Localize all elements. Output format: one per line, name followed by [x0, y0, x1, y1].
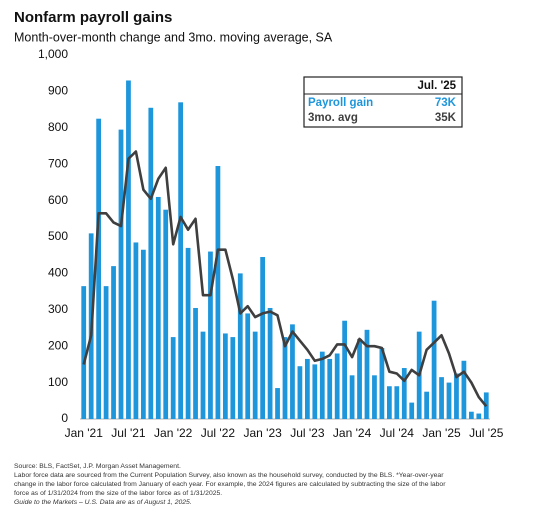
- bar: [230, 337, 236, 419]
- y-tick-label: 700: [48, 156, 68, 170]
- footnote: force as of 1/31/2024 from the size of t…: [14, 490, 222, 497]
- bar: [282, 337, 288, 419]
- bar: [103, 286, 109, 419]
- bar: [461, 360, 467, 419]
- x-tick-label: Jan '25: [422, 426, 461, 440]
- bar: [304, 358, 310, 419]
- bar: [446, 382, 452, 419]
- bar: [111, 266, 116, 419]
- bar: [260, 257, 266, 419]
- bar: [327, 358, 333, 419]
- bar: [118, 129, 124, 419]
- bar: [96, 118, 102, 419]
- bar: [394, 386, 400, 419]
- bar: [155, 196, 161, 419]
- bar: [208, 251, 213, 419]
- bar: [163, 209, 169, 419]
- chart-title: Nonfarm payroll gains: [14, 9, 172, 26]
- bar: [133, 242, 139, 419]
- bar: [215, 166, 221, 419]
- bar: [431, 300, 437, 419]
- legend-header: Jul. '25: [417, 80, 456, 92]
- bar: [275, 388, 280, 419]
- bar: [245, 313, 251, 419]
- legend-label: Payroll gain: [308, 97, 373, 109]
- bar: [357, 338, 362, 419]
- bar: [349, 375, 355, 419]
- legend-value: 73K: [435, 97, 457, 109]
- bar: [409, 402, 415, 419]
- x-tick-label: Jan '21: [65, 426, 104, 440]
- y-tick-label: 900: [48, 84, 68, 98]
- bar: [386, 386, 392, 419]
- bar: [364, 329, 370, 419]
- footnote: Source: BLS, FactSet, J.P. Morgan Asset …: [14, 463, 181, 470]
- x-tick-label: Jul '21: [111, 426, 146, 440]
- bar: [454, 373, 459, 419]
- x-tick-label: Jul '24: [380, 426, 415, 440]
- legend-box: [303, 76, 463, 128]
- x-tick-label: Jan '22: [154, 426, 193, 440]
- bar: [185, 247, 191, 419]
- y-tick-label: 800: [48, 120, 68, 134]
- bar: [237, 273, 243, 419]
- x-tick-label: Jul '25: [469, 426, 504, 440]
- bar: [372, 375, 377, 419]
- x-tick-label: Jul '22: [201, 426, 236, 440]
- bar: [200, 331, 206, 419]
- bar: [379, 348, 385, 419]
- legend-value: 35K: [435, 112, 457, 124]
- bar: [148, 107, 154, 419]
- x-tick-label: Jan '24: [333, 426, 372, 440]
- y-tick-label: 200: [48, 338, 68, 352]
- bar: [319, 351, 325, 419]
- bar: [170, 337, 176, 419]
- bar: [140, 249, 146, 419]
- bar: [178, 102, 184, 419]
- bar: [342, 320, 348, 419]
- bar: [297, 366, 303, 419]
- legend-label: 3mo. avg: [308, 112, 358, 124]
- x-tick-label: Jul '23: [290, 426, 325, 440]
- y-tick-label: 600: [48, 193, 68, 207]
- bar: [222, 333, 228, 419]
- bar: [81, 286, 87, 419]
- bar: [401, 368, 407, 419]
- y-tick-label: 1,000: [38, 47, 68, 61]
- bar: [126, 80, 131, 419]
- bar: [424, 391, 430, 419]
- y-tick-label: 300: [48, 302, 68, 316]
- bar: [193, 307, 198, 419]
- x-tick-label: Jan '23: [243, 426, 282, 440]
- avg-line: [82, 150, 488, 408]
- bar: [468, 411, 474, 419]
- bar: [439, 377, 444, 419]
- y-tick-label: 100: [48, 375, 68, 389]
- footnote: change in the labor force calculated fro…: [14, 481, 446, 488]
- y-tick-label: 0: [61, 411, 68, 425]
- bar: [334, 353, 340, 419]
- footnote: Labor force data are sourced from the Cu…: [14, 472, 444, 479]
- bar: [476, 413, 482, 419]
- bar: [312, 364, 318, 419]
- y-tick-label: 500: [48, 229, 68, 243]
- bar: [252, 331, 258, 419]
- bar: [267, 307, 273, 419]
- y-tick-label: 400: [48, 266, 68, 280]
- bar: [290, 324, 295, 419]
- chart-subtitle: Month-over-month change and 3mo. moving …: [14, 30, 333, 44]
- footnote: Guide to the Markets – U.S. Data are as …: [14, 499, 192, 506]
